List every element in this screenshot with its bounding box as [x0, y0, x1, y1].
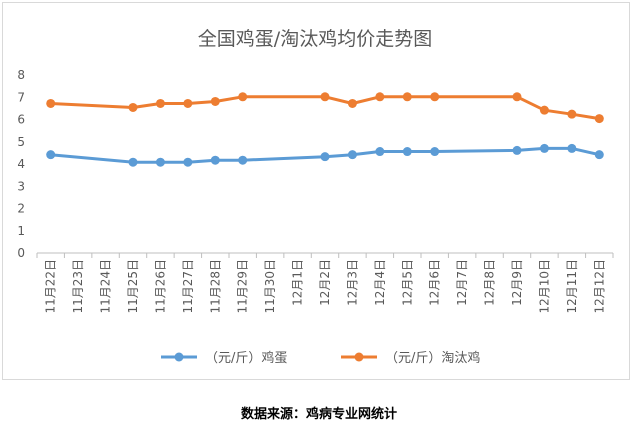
series-2-point	[402, 92, 412, 102]
series-1-point	[128, 157, 138, 167]
series-1-point	[567, 143, 577, 153]
legend-label-1: （元/斤）鸡蛋	[205, 350, 287, 366]
series-2-point	[210, 96, 220, 106]
x-tick-label: 12月5日	[400, 259, 414, 306]
series-1-point	[347, 150, 357, 160]
series-2-point	[128, 102, 138, 112]
x-tick-label: 11月26日	[153, 259, 167, 314]
y-tick-label: 3	[17, 179, 25, 193]
legend-marker-1	[174, 352, 184, 362]
x-tick-label: 12月6日	[428, 259, 442, 306]
y-tick-label: 2	[17, 202, 25, 216]
y-tick-label: 7	[17, 90, 25, 104]
x-tick-label: 12月9日	[510, 259, 524, 306]
x-tick-label: 12月4日	[373, 259, 387, 306]
chart-title: 全国鸡蛋/淘汰鸡均价走势图	[198, 28, 432, 50]
y-tick-label: 1	[17, 224, 25, 238]
series-1-point	[375, 147, 385, 157]
x-tick-label: 11月22日	[44, 259, 58, 314]
legend-marker-2	[354, 352, 364, 362]
series-2-point	[238, 92, 248, 102]
series-1-point	[594, 150, 604, 160]
series-2-point	[567, 109, 577, 119]
chart-frame: 全国鸡蛋/淘汰鸡均价走势图 0 1 2 3 4 5 6 7 8 11月22日 11月23日 11月24日…	[2, 2, 630, 380]
x-tick-label: 11月25日	[126, 259, 140, 314]
series-1-point	[46, 150, 56, 160]
series-1-point	[210, 155, 220, 165]
y-tick-label: 6	[17, 113, 25, 127]
series-2-point	[320, 92, 330, 102]
x-tick-label: 12月12日	[592, 259, 606, 314]
series-2-point	[46, 98, 56, 108]
x-tick-label: 12月8日	[483, 259, 497, 306]
y-tick-label: 4	[17, 157, 25, 171]
y-tick-label: 8	[17, 68, 25, 82]
x-tick-label: 11月28日	[208, 259, 222, 314]
series-1-point	[402, 147, 412, 157]
legend-label-2: （元/斤）淘汰鸡	[385, 350, 480, 366]
x-tick-label: 12月10日	[537, 259, 551, 314]
y-tick-label: 0	[17, 246, 25, 260]
series-1-point	[512, 145, 522, 155]
series-2-point	[512, 92, 522, 102]
x-tick-label: 12月2日	[318, 259, 332, 306]
data-source-note: 数据来源：鸡病专业网统计	[240, 407, 397, 422]
series-1-point	[430, 147, 440, 157]
series-1-point	[539, 143, 549, 153]
series-1-point	[320, 152, 330, 162]
series-2-point	[430, 92, 440, 102]
x-tick-label: 12月7日	[455, 259, 469, 306]
x-tick-label: 12月1日	[291, 259, 305, 306]
x-tick-label: 11月29日	[236, 259, 250, 314]
x-tick-label: 11月24日	[99, 259, 113, 314]
series-2-point	[539, 105, 549, 115]
series-2-point	[183, 98, 193, 108]
x-tick-label: 12月3日	[345, 259, 359, 306]
series-1-point	[238, 155, 248, 165]
series-1-point	[155, 157, 165, 167]
series-2-point	[155, 98, 165, 108]
series-1-point	[183, 157, 193, 167]
y-tick-label: 5	[17, 135, 25, 149]
x-tick-label: 12月11日	[565, 259, 579, 314]
x-tick-label: 11月30日	[263, 259, 277, 314]
series-2-point	[594, 114, 604, 124]
x-tick-label: 11月23日	[71, 259, 85, 314]
series-2-point	[375, 92, 385, 102]
x-tick-label: 11月27日	[181, 259, 195, 314]
series-2-point	[347, 98, 357, 108]
line-chart: 全国鸡蛋/淘汰鸡均价走势图 0 1 2 3 4 5 6 7 8 11月22日 11月23日 11月24日…	[17, 28, 614, 366]
